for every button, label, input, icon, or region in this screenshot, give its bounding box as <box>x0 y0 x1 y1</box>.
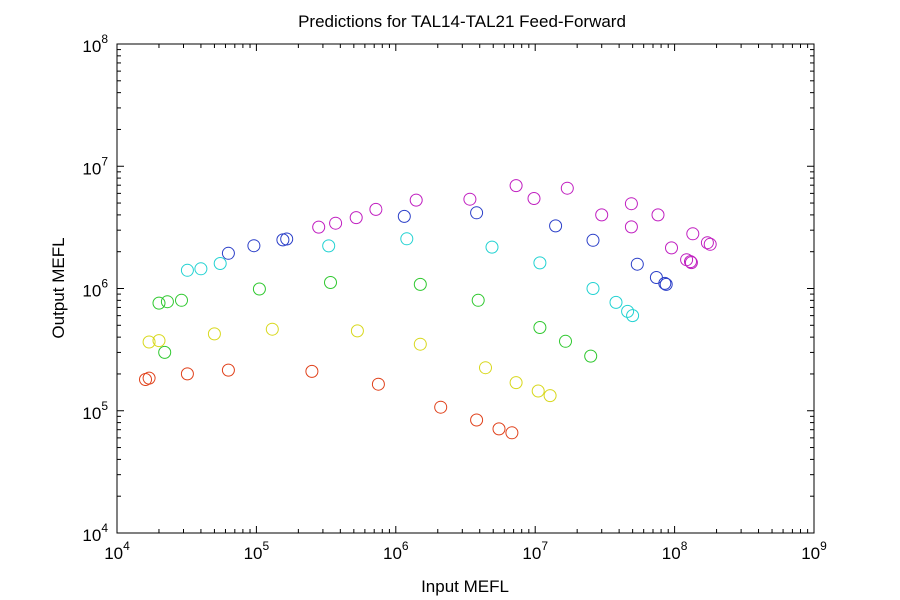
data-point <box>350 324 364 338</box>
data-point <box>252 282 266 296</box>
data-point <box>247 239 261 253</box>
data-point <box>349 211 363 225</box>
data-point <box>630 257 644 271</box>
data-point <box>400 232 414 246</box>
data-point <box>703 237 717 251</box>
data-point <box>549 219 563 233</box>
data-point <box>207 327 221 341</box>
data-point <box>509 179 523 193</box>
data-point <box>397 209 411 223</box>
data-points <box>139 179 717 440</box>
data-point <box>586 282 600 295</box>
y-tick-label: 108 <box>82 32 108 56</box>
major-ticks <box>116 43 815 534</box>
data-point <box>485 240 499 254</box>
data-point <box>533 321 547 334</box>
data-point <box>158 345 172 359</box>
x-tick-label: 109 <box>801 539 827 563</box>
data-point <box>658 276 672 290</box>
data-point <box>142 371 156 385</box>
data-point <box>505 426 519 440</box>
data-point <box>584 349 598 363</box>
y-tick-labels: 104 105 106 107 108 <box>82 32 108 545</box>
data-point <box>470 413 484 427</box>
data-point <box>322 239 336 253</box>
data-point <box>221 363 235 377</box>
data-point <box>479 361 492 375</box>
data-point <box>609 295 623 309</box>
data-point <box>543 389 557 403</box>
x-tick-label: 104 <box>104 539 130 563</box>
series-6 <box>312 179 717 270</box>
y-tick-label: 107 <box>82 154 108 178</box>
data-point <box>180 263 194 277</box>
data-point <box>312 220 326 234</box>
data-point <box>371 377 385 391</box>
data-point <box>413 277 427 291</box>
data-point <box>595 208 609 222</box>
data-point <box>409 193 423 207</box>
series-2 <box>142 322 557 403</box>
data-point <box>180 367 194 381</box>
data-point <box>624 197 638 211</box>
data-point <box>470 206 484 220</box>
data-point <box>621 304 635 318</box>
data-point <box>142 335 156 349</box>
data-point <box>463 192 477 206</box>
series-3 <box>152 276 598 363</box>
data-point <box>471 293 485 307</box>
data-point <box>265 322 279 336</box>
data-point <box>559 334 572 348</box>
data-point <box>560 181 574 195</box>
y-axis-label: Output MEFL <box>49 237 68 338</box>
data-point <box>659 277 673 291</box>
data-point <box>152 296 166 310</box>
data-point <box>492 422 506 436</box>
x-tick-label: 105 <box>244 539 270 563</box>
data-point <box>329 216 343 230</box>
data-point <box>305 364 319 378</box>
data-point <box>533 256 547 270</box>
data-point <box>700 236 714 250</box>
data-point <box>586 233 600 247</box>
data-point <box>175 293 188 307</box>
series-5 <box>221 206 673 291</box>
x-axis-label: Input MEFL <box>421 577 509 596</box>
data-point <box>686 227 700 241</box>
y-tick-label: 105 <box>82 399 108 423</box>
y-tick-label: 104 <box>82 521 108 545</box>
data-point <box>160 295 174 309</box>
data-point <box>434 400 448 414</box>
data-point <box>369 202 383 216</box>
series-4 <box>180 232 640 323</box>
data-point <box>624 220 638 234</box>
data-point <box>413 337 427 351</box>
data-point <box>221 246 235 260</box>
series-1 <box>139 363 519 440</box>
data-point <box>194 262 208 276</box>
data-point <box>626 309 640 323</box>
data-point <box>665 241 678 255</box>
data-point <box>280 232 294 246</box>
data-point <box>324 276 337 289</box>
data-point <box>684 256 698 270</box>
chart-title: Predictions for TAL14-TAL21 Feed-Forward <box>298 12 626 31</box>
data-point <box>213 257 227 270</box>
data-point <box>684 255 697 269</box>
data-point <box>509 376 523 390</box>
x-tick-labels: 104 105 106 107 108 109 <box>104 539 827 563</box>
x-tick-label: 107 <box>522 539 548 563</box>
data-point <box>651 208 665 222</box>
minor-ticks <box>117 44 814 533</box>
x-tick-label: 108 <box>662 539 688 563</box>
y-tick-label: 106 <box>82 277 108 301</box>
x-tick-label: 106 <box>383 539 409 563</box>
data-point <box>152 334 166 348</box>
data-point <box>527 192 541 205</box>
data-point <box>531 384 545 398</box>
